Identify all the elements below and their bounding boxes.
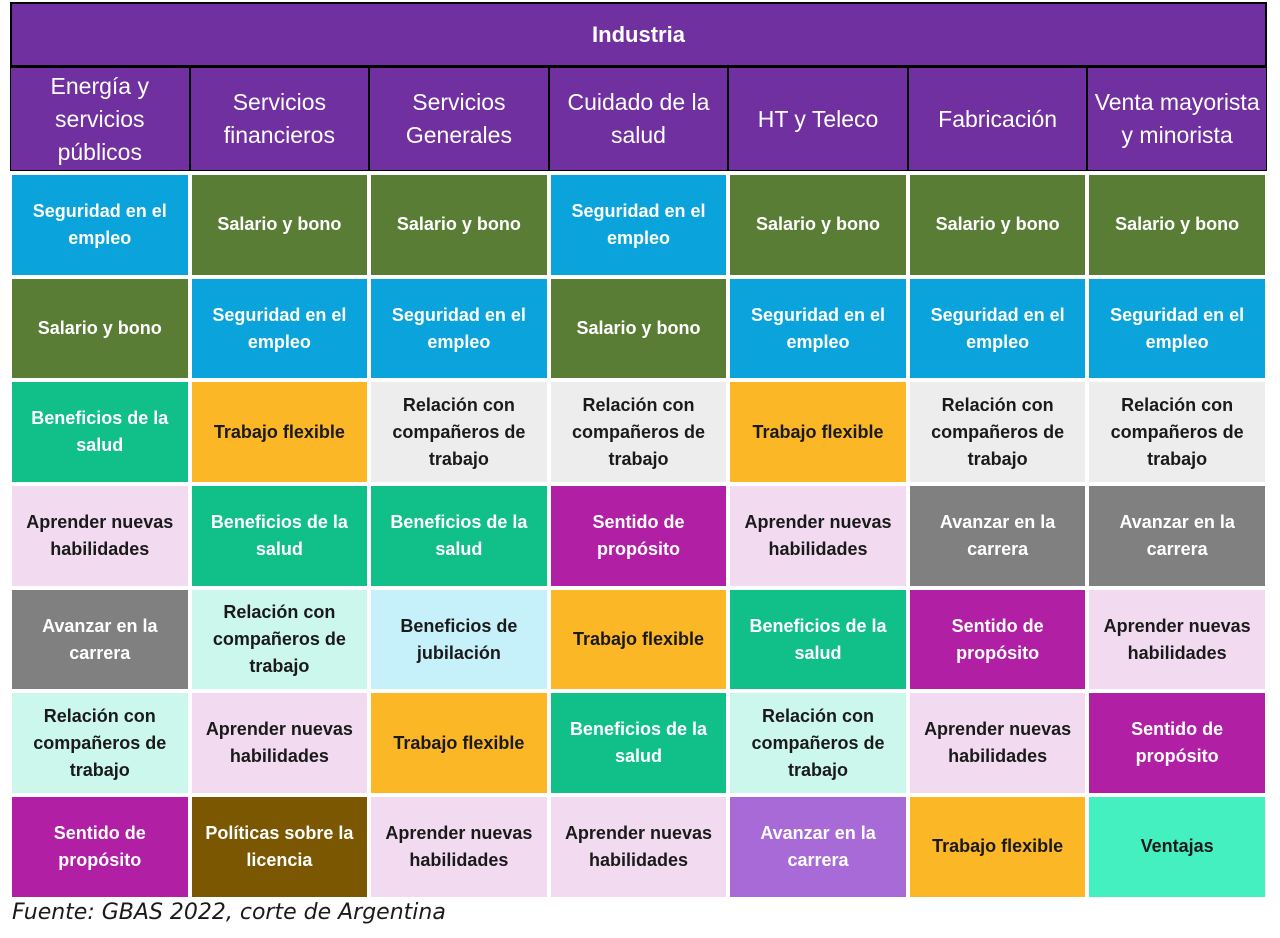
header-ht-teleco: HT y Teleco xyxy=(728,67,908,171)
table-cell: Beneficios de la salud xyxy=(189,484,370,588)
table-cell: Sentido de propósito xyxy=(907,587,1088,692)
table-cell: Aprender nuevas habilidades xyxy=(907,691,1088,796)
table-cell: Relación con compañeros de trabajo xyxy=(189,587,370,692)
table-cell: Beneficios de jubilación xyxy=(369,587,549,692)
table-cell: Relación con compañeros de trabajo xyxy=(369,380,549,485)
header-venta: Venta mayorista y minorista xyxy=(1087,67,1267,171)
table-cell: Aprender nuevas habilidades xyxy=(10,484,190,588)
table-row: Salario y bono Seguridad en el empleo Segu… xyxy=(10,276,1267,381)
table-cell: Trabajo flexible xyxy=(728,380,908,485)
header-servicios-generales: Servicios Generales xyxy=(369,67,549,171)
table-cell: Salario y bono xyxy=(728,173,908,277)
ranking-grid: Seguridad en el empleo Salario y bono Sala… xyxy=(10,173,1267,899)
table-row: Avanzar en la carrera Relación con compañ… xyxy=(10,587,1267,692)
table-cell: Aprender nuevas habilidades xyxy=(1087,587,1267,692)
table-cell: Seguridad en el empleo xyxy=(10,173,190,277)
table-cell: Beneficios de la salud xyxy=(548,691,729,796)
table-cell: Relación con compañeros de trabajo xyxy=(1087,380,1267,485)
table-row: Beneficios de la salud Trabajo flexible Re… xyxy=(10,380,1267,485)
table-cell: Salario y bono xyxy=(369,173,549,277)
table-cell: Trabajo flexible xyxy=(548,587,729,692)
table-cell: Relación con compañeros de trabajo xyxy=(728,691,908,796)
table-cell: Avanzar en la carrera xyxy=(1087,484,1267,588)
header-fabricacion: Fabricación xyxy=(907,67,1088,171)
table-cell: Seguridad en el empleo xyxy=(907,276,1088,381)
table-title: Industria xyxy=(10,2,1267,67)
table-cell: Sentido de propósito xyxy=(548,484,729,588)
header-energia: Energía y servicios públicos xyxy=(10,67,190,171)
table-cell: Seguridad en el empleo xyxy=(189,276,370,381)
source-note: Fuente: GBAS 2022, corte de Argentina xyxy=(12,900,446,925)
table-cell: Trabajo flexible xyxy=(907,795,1088,899)
header-cuidado-salud: Cuidado de la salud xyxy=(548,67,729,171)
table-cell: Relación con compañeros de trabajo xyxy=(10,691,190,796)
table-cell: Salario y bono xyxy=(10,276,190,381)
header-row: Energía y servicios públicos Servicios f… xyxy=(10,67,1267,171)
table-cell: Avanzar en la carrera xyxy=(10,587,190,692)
table-cell: Aprender nuevas habilidades xyxy=(189,691,370,796)
table-cell: Relación con compañeros de trabajo xyxy=(548,380,729,485)
table-cell: Salario y bono xyxy=(1087,173,1267,277)
table-row: Aprender nuevas habilidades Beneficios de… xyxy=(10,484,1267,588)
table-cell: Sentido de propósito xyxy=(1087,691,1267,796)
table-row: Relación con compañeros de trabajo Aprend… xyxy=(10,691,1267,796)
table-cell: Salario y bono xyxy=(907,173,1088,277)
table-cell: Sentido de propósito xyxy=(10,795,190,899)
table-cell: Ventajas xyxy=(1087,795,1267,899)
table-cell: Salario y bono xyxy=(189,173,370,277)
table-row: Seguridad en el empleo Salario y bono Sala… xyxy=(10,173,1267,277)
table-row: Sentido de propósito Políticas sobre la l… xyxy=(10,795,1267,899)
table-cell: Aprender nuevas habilidades xyxy=(548,795,729,899)
table-cell: Aprender nuevas habilidades xyxy=(728,484,908,588)
table-cell: Beneficios de la salud xyxy=(369,484,549,588)
table-cell: Trabajo flexible xyxy=(369,691,549,796)
table-cell: Avanzar en la carrera xyxy=(907,484,1088,588)
table-cell: Aprender nuevas habilidades xyxy=(369,795,549,899)
table-cell: Trabajo flexible xyxy=(189,380,370,485)
table-cell: Beneficios de la salud xyxy=(728,587,908,692)
table-cell: Seguridad en el empleo xyxy=(1087,276,1267,381)
industry-table: Industria Energía y servicios públicos S… xyxy=(10,2,1267,899)
table-cell: Seguridad en el empleo xyxy=(728,276,908,381)
table-cell: Seguridad en el empleo xyxy=(369,276,549,381)
table-title-text: Industria xyxy=(592,21,685,47)
table-cell: Seguridad en el empleo xyxy=(548,173,729,277)
table-cell: Relación con compañeros de trabajo xyxy=(907,380,1088,485)
header-servicios-financieros: Servicios financieros xyxy=(189,67,370,171)
table-cell: Avanzar en la carrera xyxy=(728,795,908,899)
table-cell: Beneficios de la salud xyxy=(10,380,190,485)
table-cell: Políticas sobre la licencia xyxy=(189,795,370,899)
table-cell: Salario y bono xyxy=(548,276,729,381)
